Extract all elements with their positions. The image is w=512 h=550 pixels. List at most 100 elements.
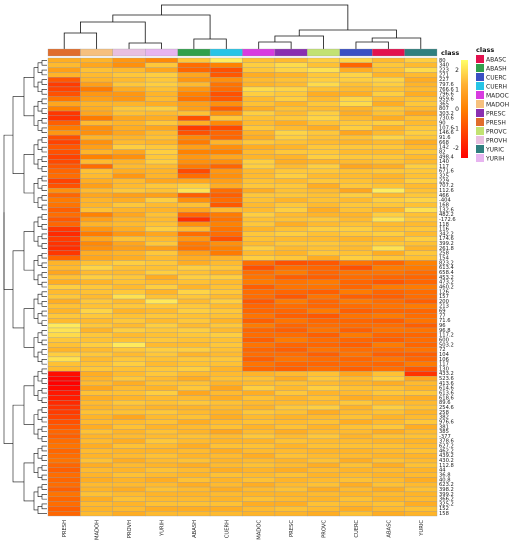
row-tick-label: 118 [439, 222, 449, 228]
heatmap-cell [112, 72, 146, 78]
class-legend-label: MADOH [486, 102, 509, 109]
column-tick-label: PRESC [289, 520, 295, 537]
heatmap-cell [307, 197, 340, 203]
heatmap-cell [145, 241, 178, 247]
dendrogram-branch [37, 390, 42, 401]
heatmap-cell [209, 216, 243, 223]
column-tick-label: CUERC [354, 520, 360, 538]
heatmap-cell [307, 91, 340, 97]
heatmap-cell [242, 385, 276, 391]
heatmap-cell [242, 457, 276, 464]
color-scale-tick: -2 [453, 145, 459, 152]
heatmap-cell [112, 376, 146, 382]
dendrogram-branch [23, 154, 34, 194]
heatmap-cell [47, 139, 81, 145]
heatmap-cell [274, 77, 308, 83]
heatmap-cell [404, 67, 438, 73]
heatmap-cell [274, 424, 308, 430]
heatmap-cell [80, 183, 114, 189]
heatmap-cell [47, 453, 81, 459]
heatmap-cell [209, 178, 243, 184]
heatmap-cell [404, 303, 438, 309]
class-legend-label: MADOC [486, 93, 509, 100]
heatmap-cell [339, 482, 373, 488]
heatmap-cell [47, 462, 81, 468]
heatmap-cell [307, 226, 340, 232]
heatmap-cell [80, 241, 114, 247]
heatmap-cell [404, 250, 438, 256]
heatmap-cell [112, 120, 146, 126]
heatmap-cell [145, 404, 178, 411]
heatmap-cell [177, 231, 211, 237]
heatmap-cell [242, 395, 276, 401]
heatmap-cell [177, 491, 211, 497]
heatmap-cell [145, 400, 178, 406]
heatmap-cell [242, 77, 276, 83]
heatmap-cell [209, 265, 243, 271]
heatmap-cell [80, 187, 114, 194]
heatmap-cell [145, 322, 178, 329]
heatmap-cell [404, 491, 438, 497]
dendrogram-branch [41, 494, 47, 500]
heatmap-cell [47, 86, 81, 92]
heatmap-cell [274, 409, 308, 415]
heatmap-cell [145, 289, 178, 295]
class-legend-label: ABASC [486, 57, 506, 64]
heatmap-cell [47, 62, 81, 68]
heatmap-cell [112, 139, 146, 145]
heatmap-cell [112, 106, 146, 112]
row-tick-label: 523.6 [439, 376, 454, 382]
heatmap-cell [404, 371, 438, 377]
heatmap-cell [145, 424, 178, 430]
heatmap-cell [404, 91, 438, 97]
heatmap-cell [145, 279, 178, 285]
heatmap-cell [371, 250, 405, 256]
heatmap-cell [404, 462, 438, 468]
heatmap-cell [339, 260, 373, 266]
heatmap-cell [307, 250, 340, 256]
heatmap-cell [339, 241, 373, 247]
class-bar-cell [209, 48, 243, 57]
heatmap-cell [145, 159, 178, 165]
row-tick-label: 96.8 [439, 328, 451, 334]
heatmap-cell [339, 67, 373, 73]
heatmap-cell [112, 202, 146, 208]
heatmap-cell [209, 298, 243, 305]
heatmap-cell [404, 390, 438, 396]
heatmap-cell [404, 342, 438, 348]
heatmap-cell [371, 279, 405, 285]
heatmap-cell [339, 462, 373, 468]
heatmap-cell [209, 419, 243, 425]
color-scale-tick: 0 [455, 106, 459, 113]
heatmap-cell [145, 429, 178, 435]
heatmap-cell [242, 192, 276, 198]
heatmap-cell [209, 236, 243, 242]
heatmap-cell [371, 187, 405, 194]
heatmap-cell [242, 250, 276, 256]
heatmap-cell [47, 482, 81, 488]
heatmap-cell [307, 115, 340, 121]
color-scale-tick: -1 [453, 126, 459, 133]
heatmap-cell [307, 356, 340, 362]
heatmap-cell [145, 337, 178, 343]
heatmap-cell [145, 216, 178, 223]
class-legend-title: class [476, 46, 494, 54]
heatmap-cell [209, 91, 243, 97]
heatmap-cell [47, 448, 81, 454]
heatmap-cell [274, 511, 308, 517]
heatmap-cell [371, 67, 405, 73]
heatmap-cell [112, 86, 146, 92]
heatmap-cell [339, 448, 373, 454]
heatmap-cell [339, 120, 373, 126]
heatmap-cell [371, 101, 405, 107]
heatmap-cell [371, 506, 405, 512]
class-legend-label: ABASH [486, 66, 507, 73]
row-tick-label: 382 [439, 415, 449, 421]
heatmap-cell [274, 57, 308, 63]
heatmap-cell [47, 236, 81, 242]
heatmap-cell [339, 154, 373, 160]
heatmap-cell [371, 168, 405, 174]
row-tick-label: 976.6 [439, 419, 454, 425]
heatmap-cell [80, 448, 114, 454]
heatmap-cell [145, 462, 178, 468]
